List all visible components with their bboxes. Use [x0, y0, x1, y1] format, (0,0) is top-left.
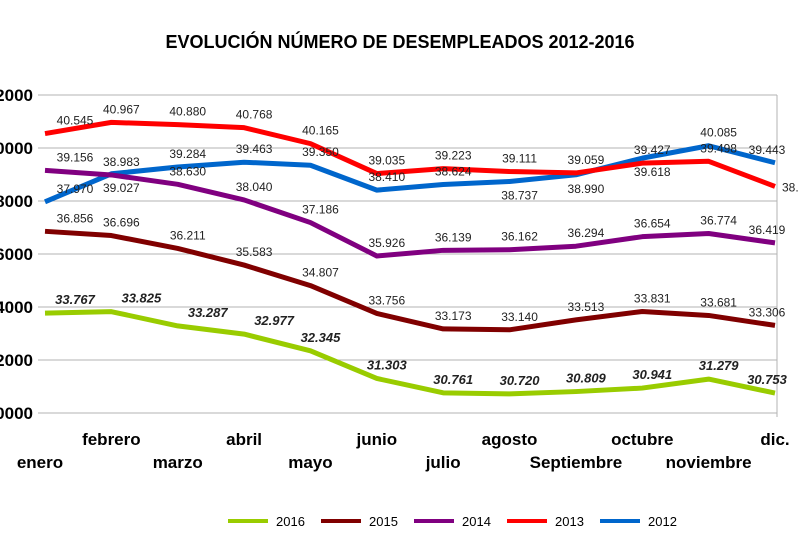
- x-tick-label: marzo: [153, 453, 203, 472]
- legend-label-2016: 2016: [276, 514, 305, 529]
- data-label: 36.696: [103, 216, 140, 230]
- data-label: 36.294: [568, 226, 605, 240]
- legend-label-2013: 2013: [555, 514, 584, 529]
- data-label: 33.756: [368, 293, 405, 307]
- y-tick-label: 36000: [0, 245, 33, 264]
- legend-label-2015: 2015: [369, 514, 398, 529]
- y-tick-label: 30000: [0, 404, 33, 423]
- data-label: 39.443: [749, 143, 786, 157]
- data-label: 39.111: [502, 152, 537, 166]
- data-label: 40.165: [302, 124, 339, 138]
- x-tick-label: junio: [356, 430, 398, 449]
- data-label: 30.753: [747, 372, 788, 387]
- data-label: 39.463: [236, 142, 273, 156]
- series-line-2013: [44, 119, 776, 189]
- data-label: 39.156: [57, 150, 94, 164]
- data-label: 33.306: [749, 305, 786, 319]
- data-label: 39.350: [302, 145, 339, 159]
- y-tick-label: 34000: [0, 298, 33, 317]
- data-label: 32.345: [301, 330, 342, 345]
- series-line-2015: [44, 228, 776, 333]
- data-label: 36.419: [749, 223, 786, 237]
- data-label: 40.880: [169, 105, 206, 119]
- data-label: 39.027: [103, 181, 140, 195]
- x-tick-label: abril: [226, 430, 262, 449]
- data-label: 37.186: [302, 203, 339, 217]
- data-label: 32.977: [254, 313, 295, 328]
- data-label: 36.774: [700, 213, 737, 227]
- data-label: 39.284: [169, 147, 206, 161]
- data-label: 33.287: [188, 305, 229, 320]
- data-label: 33.513: [568, 300, 605, 314]
- data-label: 36.139: [435, 230, 472, 244]
- series-line-2014: [44, 167, 776, 259]
- legend-label-2014: 2014: [462, 514, 491, 529]
- data-label: 39.223: [435, 149, 472, 163]
- data-label: 40.545: [57, 114, 94, 128]
- data-label: 38.624: [435, 164, 472, 178]
- data-label: 38.990: [568, 182, 605, 196]
- x-tick-label: mayo: [288, 453, 332, 472]
- y-tick-label: 38000: [0, 192, 33, 211]
- data-label: 37.970: [57, 182, 94, 196]
- x-tick-label: agosto: [482, 430, 538, 449]
- x-tick-label: noviembre: [666, 453, 752, 472]
- data-label: 38.040: [236, 180, 273, 194]
- series-line-2016: [44, 309, 776, 397]
- x-tick-label: febrero: [82, 430, 141, 449]
- y-tick-label: 42000: [0, 86, 33, 105]
- x-tick-label: octubre: [611, 430, 673, 449]
- data-label: 36.856: [57, 211, 94, 225]
- legend-label-2012: 2012: [648, 514, 677, 529]
- series-line-2012: [44, 143, 776, 205]
- data-label: 33.831: [634, 291, 671, 305]
- data-label: 30.761: [433, 372, 473, 387]
- data-label: 36.654: [634, 217, 671, 231]
- data-label: 40.085: [700, 126, 737, 140]
- data-label: 36.162: [501, 230, 538, 244]
- data-label: 30.720: [500, 373, 541, 388]
- x-tick-label: Septiembre: [530, 453, 623, 472]
- data-label: 31.303: [367, 357, 408, 372]
- data-label: 39.035: [368, 154, 405, 168]
- data-label: 33.140: [501, 310, 538, 324]
- data-label: 34.807: [302, 266, 339, 280]
- data-label: 31.279: [699, 358, 740, 373]
- data-label: 39.427: [634, 143, 671, 157]
- data-label: 33.681: [700, 295, 737, 309]
- data-label: 39.059: [568, 153, 605, 167]
- y-tick-label: 40000: [0, 139, 33, 158]
- data-label: 38.410: [368, 170, 405, 184]
- x-tick-label: dic.: [760, 430, 789, 449]
- data-label: 30.941: [632, 367, 672, 382]
- data-label: 40.967: [103, 102, 140, 116]
- data-label: 35.583: [236, 245, 273, 259]
- data-label: 36.211: [170, 228, 206, 242]
- data-label: 38.737: [501, 188, 538, 202]
- y-tick-label: 32000: [0, 351, 33, 370]
- x-tick-label: enero: [17, 453, 63, 472]
- data-label: 39.618: [634, 165, 671, 179]
- data-label: 33.767: [55, 292, 96, 307]
- data-label: 35.926: [368, 236, 405, 250]
- chart-title: EVOLUCIÓN NÚMERO DE DESEMPLEADOS 2012-20…: [165, 31, 634, 52]
- data-label: 30.809: [566, 371, 607, 386]
- data-label: 33.825: [121, 291, 162, 306]
- data-label: 38.630: [169, 164, 206, 178]
- data-label: 40.768: [236, 108, 273, 122]
- data-label: 38.983: [103, 155, 140, 169]
- data-label: 38.: [782, 180, 799, 194]
- data-label: 39.498: [700, 141, 737, 155]
- data-label: 33.173: [435, 309, 472, 323]
- x-tick-label: julio: [425, 453, 461, 472]
